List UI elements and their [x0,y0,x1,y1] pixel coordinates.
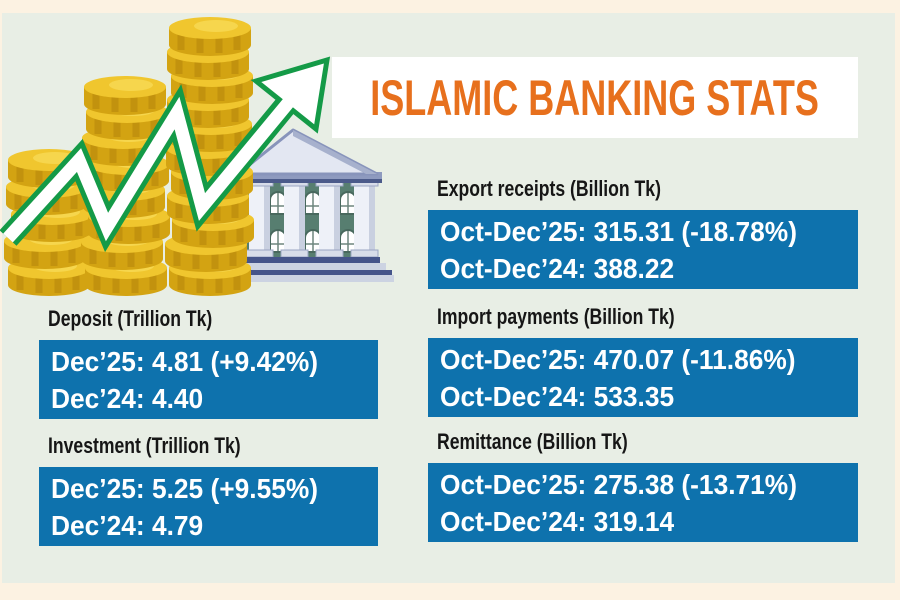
stat-label: Deposit (Trillion Tk) [48,306,213,331]
stat-line: Dec’24: 4.40 [51,382,204,414]
stat-line: Dec’25: 4.81 (+9.42%) [51,345,319,377]
stat-line: Dec’24: 4.79 [51,509,204,541]
illustration [0,0,394,312]
stat-block-deposit: Deposit (Trillion Tk) Dec’25: 4.81 (+9.4… [39,306,378,419]
stat-line: Oct-Dec’24: 319.14 [440,505,675,537]
stat-line: Oct-Dec’25: 470.07 (-11.86%) [440,343,796,375]
stat-block-remittance: Remittance (Billion Tk) Oct-Dec’25: 275.… [428,429,858,542]
stat-label: Remittance (Billion Tk) [437,429,628,454]
bank-icon [222,128,394,282]
stat-label: Investment (Trillion Tk) [48,433,241,458]
stat-line: Oct-Dec’24: 533.35 [440,380,675,412]
stat-block-investment: Investment (Trillion Tk) Dec’25: 5.25 (+… [39,433,378,546]
stat-values: Dec’25: 4.81 (+9.42%) Dec’24: 4.40 [39,340,378,419]
stat-line: Oct-Dec’25: 315.31 (-18.78%) [440,215,797,247]
stat-values: Dec’25: 5.25 (+9.55%) Dec’24: 4.79 [39,467,378,546]
title-banner: ISLAMIC BANKING STATS [332,57,858,138]
stat-block-export-receipts: Export receipts (Billion Tk) Oct-Dec’25:… [428,176,858,289]
stat-label: Import payments (Billion Tk) [437,304,675,329]
page-title: ISLAMIC BANKING STATS [370,69,820,126]
stat-values: Oct-Dec’25: 470.07 (-11.86%) Oct-Dec’24:… [428,338,858,417]
stat-values: Oct-Dec’25: 275.38 (-13.71%) Oct-Dec’24:… [428,463,858,542]
stat-values: Oct-Dec’25: 315.31 (-18.78%) Oct-Dec’24:… [428,210,858,289]
stat-label: Export receipts (Billion Tk) [437,176,661,201]
stat-line: Dec’25: 5.25 (+9.55%) [51,472,319,504]
growth-arrow-icon [0,56,331,253]
stat-block-import-payments: Import payments (Billion Tk) Oct-Dec’25:… [428,304,858,417]
stat-line: Oct-Dec’24: 388.22 [440,252,675,284]
stat-line: Oct-Dec’25: 275.38 (-13.71%) [440,468,797,500]
